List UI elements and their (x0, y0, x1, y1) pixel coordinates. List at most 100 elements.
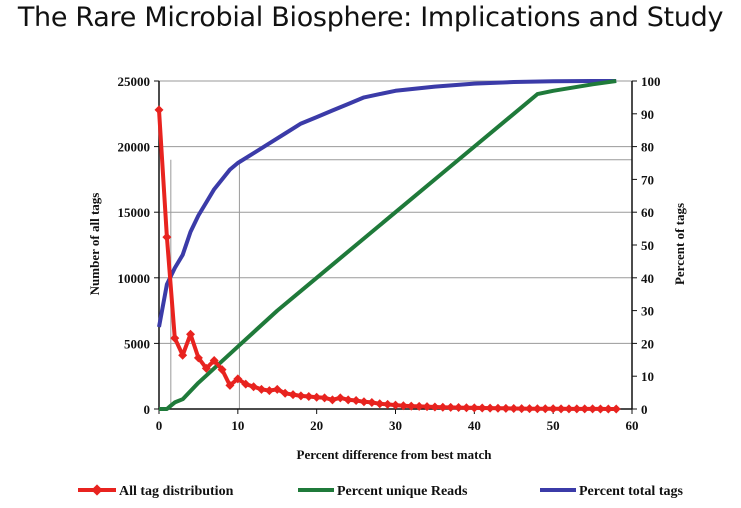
data-point-all-tag-distribution-38 (454, 403, 464, 413)
y-right-tick-label-80: 80 (641, 140, 654, 155)
data-point-all-tag-distribution-37 (446, 402, 456, 412)
data-point-all-tag-distribution-9 (225, 380, 235, 390)
y-left-tick-label-10000: 10000 (118, 271, 151, 286)
y-left-tick-label-0: 0 (144, 402, 151, 417)
data-point-all-tag-distribution-19 (304, 392, 314, 402)
data-point-all-tag-distribution-55 (588, 404, 598, 414)
data-point-all-tag-distribution-51 (556, 404, 566, 414)
data-point-all-tag-distribution-31 (398, 401, 408, 411)
y-right-tick-label-100: 100 (641, 74, 661, 89)
data-point-all-tag-distribution-39 (461, 403, 471, 413)
x-tick-label-30: 30 (389, 418, 402, 433)
data-point-all-tag-distribution-45 (509, 403, 519, 413)
data-point-all-tag-distribution-35 (430, 402, 440, 412)
data-point-all-tag-distribution-8 (217, 365, 227, 375)
page-title: The Rare Microbial Biosphere: Implicatio… (17, 2, 724, 33)
x-tick-label-0: 0 (156, 418, 163, 433)
legend-label-percent-total-tags: Percent total tags (579, 484, 683, 499)
data-point-all-tag-distribution-44 (501, 403, 511, 413)
data-point-all-tag-distribution-40 (469, 403, 479, 413)
y-right-tick-label-60: 60 (641, 205, 654, 220)
data-point-all-tag-distribution-18 (296, 391, 306, 401)
data-point-all-tag-distribution-54 (580, 404, 590, 414)
legend-item-percent-unique-reads: Percent unique Reads (298, 484, 468, 499)
data-point-all-tag-distribution-58 (611, 404, 621, 414)
legend-marker-red (91, 484, 103, 496)
legend: All tag distribution Percent unique Read… (78, 484, 683, 499)
series-line-all-tag-distribution (157, 109, 617, 411)
y-left-tick-label-15000: 15000 (118, 205, 151, 220)
x-tick-label-60: 60 (626, 418, 639, 433)
y-right-tick-label-70: 70 (641, 172, 654, 187)
axes: 0 10 20 30 40 50 60050001000015000200002500001… (118, 74, 661, 433)
legend-item-all-tag-distribution: All tag distribution (78, 484, 234, 499)
data-point-all-tag-distribution-48 (532, 404, 542, 414)
data-point-all-tag-distribution-4 (186, 329, 196, 339)
data-point-all-tag-distribution-46 (517, 404, 527, 414)
x-tick-label-50: 50 (547, 418, 560, 433)
data-point-all-tag-distribution-28 (375, 399, 385, 409)
legend-item-percent-total-tags: Percent total tags (540, 484, 683, 499)
grid-lines (159, 80, 632, 409)
y-right-axis-title: Percent of tags (672, 203, 687, 285)
data-point-all-tag-distribution-23 (335, 393, 345, 403)
x-tick-label-10: 10 (231, 418, 244, 433)
data-point-all-tag-distribution-25 (351, 395, 361, 405)
data-point-all-tag-distribution-6 (201, 363, 211, 373)
data-point-all-tag-distribution-47 (525, 404, 535, 414)
data-point-all-tag-distribution-14 (264, 386, 274, 396)
data-point-all-tag-distribution-27 (367, 397, 377, 407)
legend-label-percent-unique-reads: Percent unique Reads (337, 484, 468, 499)
x-axis-title: Percent difference from best match (297, 447, 493, 462)
data-point-all-tag-distribution-20 (312, 392, 322, 402)
series-line-percent-total-tags (157, 79, 617, 328)
data-point-all-tag-distribution-57 (603, 404, 613, 414)
y-right-tick-label-20: 20 (641, 336, 654, 351)
data-point-all-tag-distribution-3 (178, 350, 188, 360)
data-point-all-tag-distribution-0 (154, 105, 164, 115)
data-point-all-tag-distribution-29 (383, 399, 393, 409)
data-point-all-tag-distribution-24 (343, 395, 353, 405)
y-right-tick-label-90: 90 (641, 107, 654, 122)
y-right-tick-label-40: 40 (641, 271, 654, 286)
series-line-percent-unique-reads (159, 79, 617, 411)
data-point-all-tag-distribution-13 (256, 384, 266, 394)
data-point-all-tag-distribution-16 (280, 388, 290, 398)
data-point-all-tag-distribution-21 (320, 393, 330, 403)
y-right-tick-label-30: 30 (641, 304, 654, 319)
y-left-tick-label-5000: 5000 (124, 336, 150, 351)
y-left-tick-label-20000: 20000 (118, 140, 151, 155)
data-point-all-tag-distribution-15 (272, 384, 282, 394)
data-point-all-tag-distribution-12 (249, 382, 259, 392)
data-point-all-tag-distribution-32 (406, 401, 416, 411)
data-point-all-tag-distribution-49 (540, 404, 550, 414)
data-point-all-tag-distribution-34 (422, 402, 432, 412)
y-left-tick-label-25000: 25000 (118, 74, 151, 89)
series-layer (154, 79, 621, 414)
data-point-all-tag-distribution-50 (548, 404, 558, 414)
data-point-all-tag-distribution-11 (241, 379, 251, 389)
data-point-all-tag-distribution-5 (193, 353, 203, 363)
x-tick-label-40: 40 (468, 418, 481, 433)
y-right-tick-label-50: 50 (641, 238, 654, 253)
data-point-all-tag-distribution-43 (493, 403, 503, 413)
data-point-all-tag-distribution-33 (414, 401, 424, 411)
data-point-all-tag-distribution-10 (233, 374, 243, 384)
data-point-all-tag-distribution-36 (438, 402, 448, 412)
data-point-all-tag-distribution-7 (209, 355, 219, 365)
data-point-all-tag-distribution-41 (477, 403, 487, 413)
y-right-tick-label-10: 10 (641, 369, 654, 384)
x-tick-label-20: 20 (310, 418, 323, 433)
data-point-all-tag-distribution-42 (485, 403, 495, 413)
y-left-axis-title: Number of all tags (87, 193, 102, 296)
data-point-all-tag-distribution-17 (288, 390, 298, 400)
data-point-all-tag-distribution-26 (359, 397, 369, 407)
data-point-all-tag-distribution-52 (564, 404, 574, 414)
data-point-all-tag-distribution-1 (162, 232, 172, 242)
data-point-all-tag-distribution-2 (170, 333, 180, 343)
data-point-all-tag-distribution-53 (572, 404, 582, 414)
data-point-all-tag-distribution-30 (391, 400, 400, 410)
legend-label-all-tag-distribution: All tag distribution (119, 484, 234, 499)
labels: Percent difference from best match Numbe… (87, 193, 687, 462)
